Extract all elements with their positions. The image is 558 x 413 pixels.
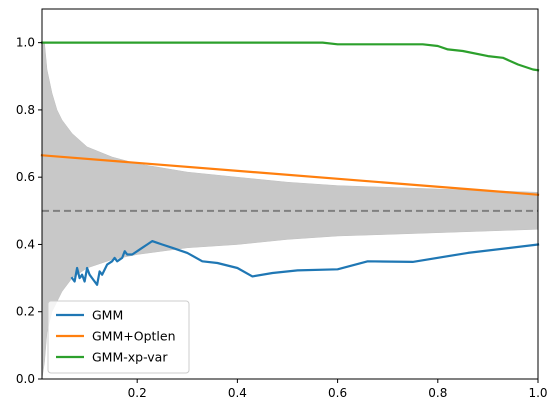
legend: GMM GMM+Optlen GMM-xp-var xyxy=(48,301,189,373)
legend-label: GMM+Optlen xyxy=(92,329,176,344)
x-tick-label: 0.8 xyxy=(428,386,447,400)
x-axis: 0.2 0.4 0.6 0.8 1.0 xyxy=(128,379,548,400)
y-tick-label: 0.8 xyxy=(16,103,35,117)
legend-label: GMM xyxy=(92,308,123,323)
legend-label: GMM-xp-var xyxy=(92,350,168,365)
x-tick-label: 0.6 xyxy=(328,386,347,400)
x-tick-label: 0.4 xyxy=(228,386,247,400)
y-tick-label: 0.4 xyxy=(16,237,35,251)
x-tick-label: 0.2 xyxy=(128,386,147,400)
y-tick-label: 0.0 xyxy=(16,372,35,386)
x-tick-label: 1.0 xyxy=(528,386,547,400)
y-tick-label: 1.0 xyxy=(16,36,35,50)
y-tick-label: 0.6 xyxy=(16,170,35,184)
y-axis: 0.0 0.2 0.4 0.6 0.8 1.0 xyxy=(16,36,42,386)
y-tick-label: 0.2 xyxy=(16,305,35,319)
